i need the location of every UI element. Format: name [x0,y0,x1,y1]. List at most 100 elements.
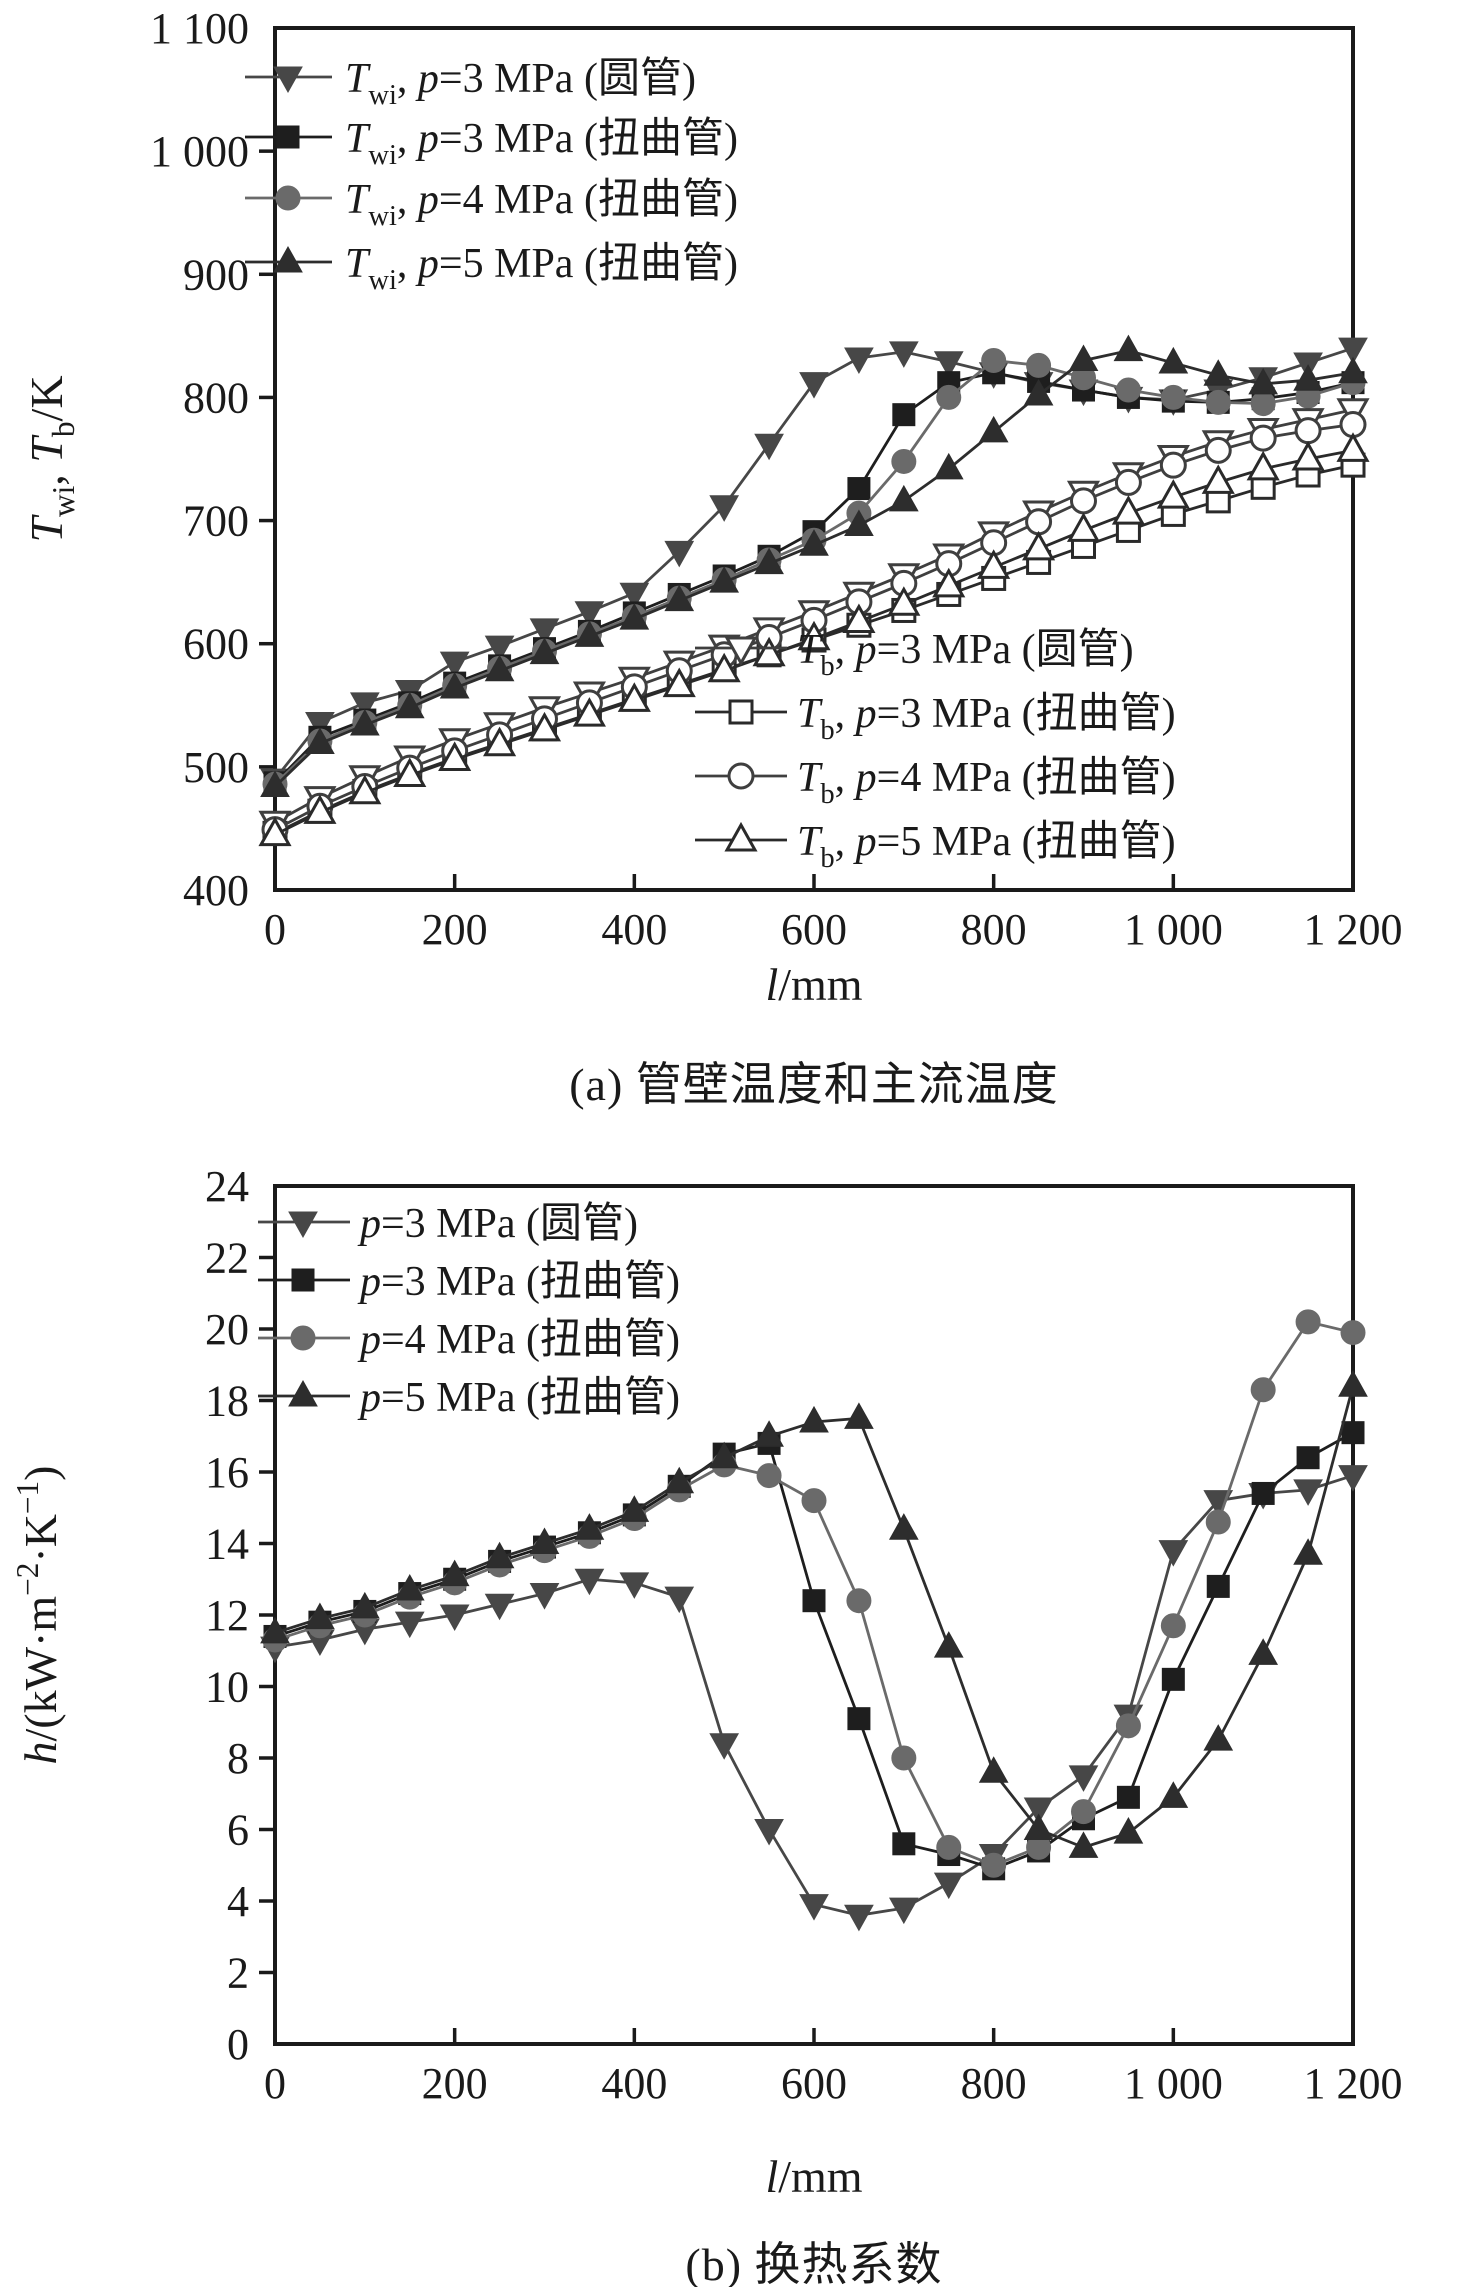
y-tick-label: 800 [183,373,249,422]
data-point-marker [754,1420,784,1447]
data-point-marker [801,1488,827,1514]
data-point-marker [662,667,696,698]
x-tick-label: 1 200 [1304,905,1403,954]
data-point-marker [709,1441,740,1469]
data-point-marker [348,774,382,805]
data-point-marker [1160,1613,1186,1639]
data-point-marker [1296,1446,1320,1470]
x-tick-label: 200 [422,905,488,954]
data-point-marker [1160,384,1186,410]
legend-twi: Twi, p=3 MPa (圆管)Twi, p=3 MPa (扭曲管) Twi, … [245,56,738,296]
data-point-marker [892,1832,916,1856]
data-point-marker [1161,1667,1185,1691]
data-point-marker [574,1513,605,1540]
x-tick-label: 600 [781,905,847,954]
legend-marker [724,636,758,667]
data-point-marker [393,757,427,787]
data-point-marker [846,1588,872,1614]
data-point-marker [847,1707,871,1731]
data-point-marker [1071,1799,1096,1825]
data-point-marker [754,547,784,575]
data-point-marker [1113,334,1144,362]
data-point-marker [891,448,917,474]
data-point-marker [349,708,380,736]
series-tb-p5-twisted-tube [258,432,1370,847]
y-axis-label: Twi, Tb/K [21,375,81,542]
data-point-marker [1250,391,1276,417]
legend-tb: Tb, p=3 MPa (圆管) Tb, p=3 MPa (扭曲管) Tb, p=4… [695,627,1176,874]
legend-label: Twi, p=3 MPa (圆管) [345,56,696,111]
data-point-marker [842,603,876,634]
data-point-marker [936,1834,962,1860]
legend-item: Twi, p=5 MPa (扭曲管) [245,241,738,296]
data-point-marker [1205,1509,1231,1535]
data-point-marker [439,1604,470,1632]
data-point-marker [933,351,964,378]
x-axis-label: l/mm [765,959,862,1010]
data-point-marker [978,415,1009,443]
y-tick-label: 500 [183,743,249,792]
y-tick-label: 18 [205,1377,249,1426]
data-point-marker [932,567,966,598]
y-axis-label: h/(kW·m−2·K−1) [10,1465,66,1764]
data-point-marker [1336,432,1370,462]
data-point-marker [529,1583,560,1610]
data-point-marker [484,635,515,663]
data-point-marker [260,1616,290,1644]
data-point-marker [619,603,650,630]
y-tick-label: 700 [183,497,249,546]
x-tick-label: 200 [422,2059,488,2108]
data-point-marker [1156,479,1190,509]
data-point-marker [933,452,964,480]
data-point-marker [799,529,829,556]
data-point-marker [529,1527,560,1554]
data-point-marker [484,654,515,682]
data-point-marker [888,1513,919,1540]
data-point-marker [1338,1465,1368,1492]
data-point-marker [797,620,831,651]
data-point-marker [349,1591,380,1619]
data-point-marker [1294,417,1322,445]
data-point-marker [1026,352,1052,378]
data-point-marker [664,1466,695,1494]
x-tick-label: 800 [961,905,1027,954]
data-point-marker [305,712,335,739]
data-point-marker [1068,344,1099,371]
y-tick-label: 600 [183,620,249,669]
data-point-marker [260,770,290,798]
data-point-marker [619,582,650,610]
data-point-marker [1158,1540,1189,1567]
y-tick-label: 8 [227,1734,249,1783]
caption-a: (a) 管壁温度和主流温度 [569,1059,1059,1110]
y-tick-label: 900 [183,250,249,299]
data-point-marker [1111,495,1145,525]
legend-label: Twi, p=3 MPa (扭曲管) [345,116,738,171]
data-point-marker [892,403,916,427]
legend-item: p=5 MPa (扭曲管) [258,1375,680,1421]
y-tick-label: 20 [205,1305,249,1354]
data-point-marker [1295,1309,1321,1335]
legend-item: Tb, p=5 MPa (扭曲管) [695,819,1176,874]
data-point-marker [1025,508,1053,536]
y-tick-label: 16 [205,1448,249,1497]
y-tick-label: 0 [227,2020,249,2069]
data-point-marker [1066,512,1101,542]
data-point-marker [1115,377,1141,403]
legend-item: Twi, p=3 MPa (圆管) [245,56,696,111]
data-point-marker [1114,468,1142,496]
data-point-marker [1291,440,1325,471]
data-point-marker [1338,1370,1368,1397]
legend-item: Tb, p=3 MPa (圆管) [695,627,1134,682]
y-tick-label: 4 [227,1877,249,1926]
data-point-marker [1113,1817,1144,1844]
legend-marker [724,821,758,852]
data-point-marker [1293,1538,1323,1565]
series-twi-p5-twisted-tube [260,334,1368,798]
data-point-marker [933,1631,964,1658]
data-point-marker [1205,389,1231,415]
legend-item: Tb, p=4 MPa (扭曲管) [695,755,1176,810]
chart-b-heat-transfer-coefficient-plot: 0 200 400 600 800 1 000 1 20002468101214161820… [10,1162,1403,2202]
data-point-marker [1248,367,1279,395]
data-point-marker [847,477,871,501]
data-point-marker [439,672,470,699]
